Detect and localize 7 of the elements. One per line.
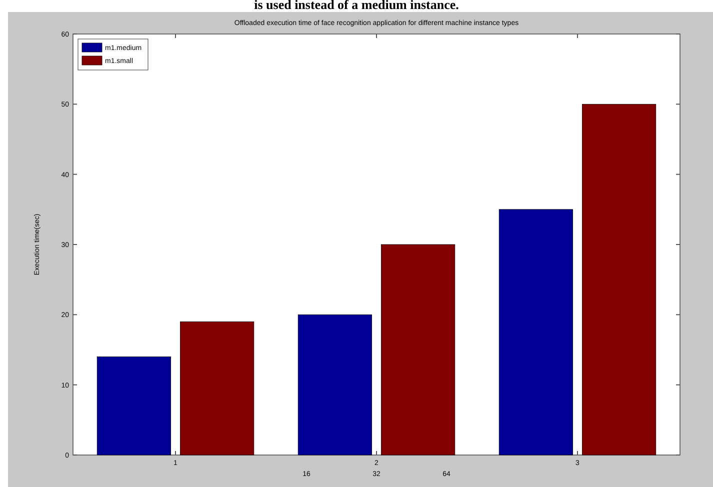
bar (381, 244, 456, 456)
bar (298, 314, 372, 456)
bar (582, 104, 656, 456)
bar (180, 321, 254, 456)
bar (96, 356, 172, 456)
bar (498, 209, 573, 456)
text: is used instead of a medium instance. (254, 0, 459, 12)
